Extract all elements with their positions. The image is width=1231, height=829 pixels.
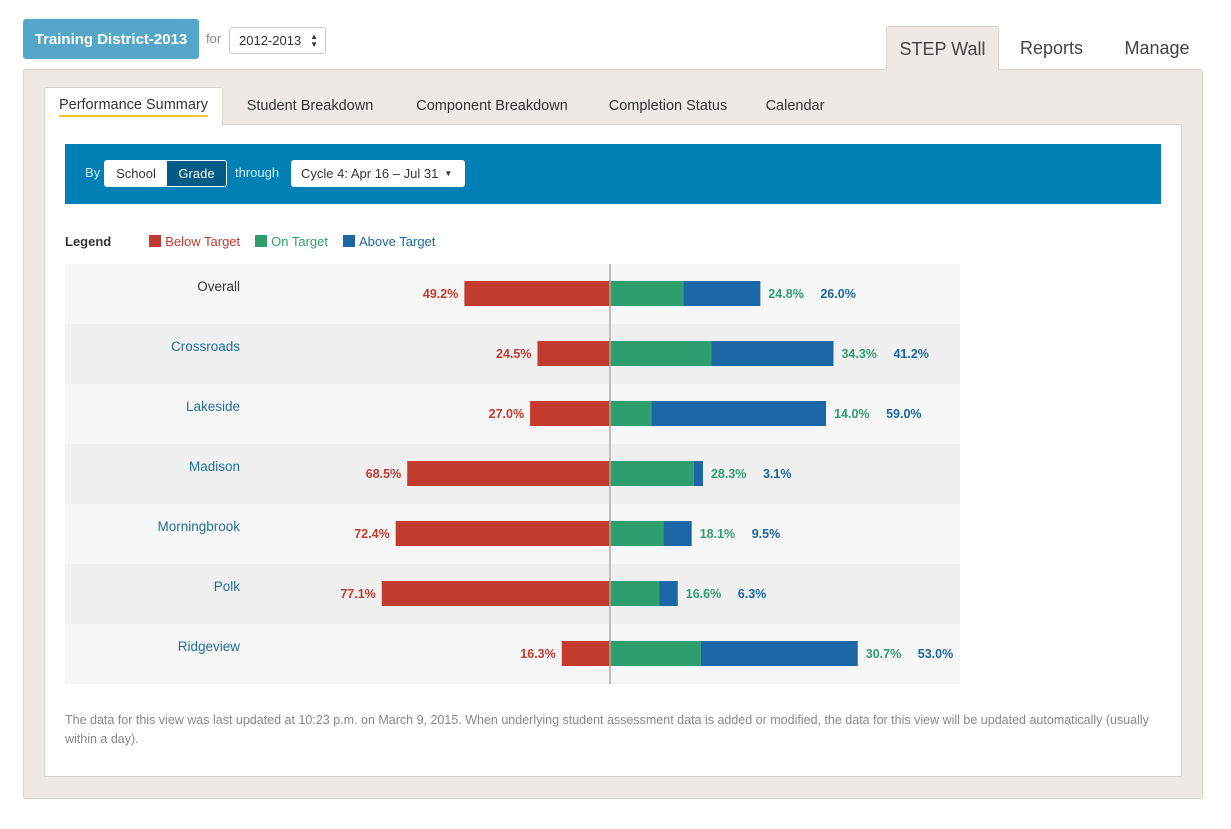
value-label-below-target: 68.5%	[366, 467, 401, 481]
bar-above-target	[693, 461, 703, 486]
value-label-above-target: 3.1%	[763, 467, 792, 481]
value-label-above-target: 53.0%	[918, 647, 953, 661]
bar-above-target	[651, 401, 827, 426]
legend-swatch-green	[255, 235, 268, 247]
value-label-above-target: 41.2%	[893, 347, 928, 361]
group-by-school-button[interactable]: School	[105, 161, 167, 186]
tab-performance-summary[interactable]: Performance Summary	[44, 87, 223, 126]
legend-label: Below Target	[165, 233, 241, 249]
school-link[interactable]: Madison	[189, 459, 240, 474]
legend-title: Legend	[65, 233, 112, 249]
tab-student-breakdown[interactable]: Student Breakdown	[246, 98, 374, 114]
legend: Legend Below Target On Target Above Targ…	[65, 232, 450, 250]
value-label-below-target: 24.5%	[496, 347, 531, 361]
value-label-above-target: 59.0%	[886, 407, 921, 421]
tab-component-breakdown[interactable]: Component Breakdown	[416, 98, 568, 114]
value-label-below-target: 27.0%	[489, 407, 524, 421]
bar-above-target	[711, 341, 834, 366]
bar-on-target	[610, 581, 660, 606]
bar-below-target	[407, 461, 610, 486]
bar-above-target	[683, 281, 761, 306]
value-label-above-target: 26.0%	[820, 287, 855, 301]
bar-below-target	[561, 641, 610, 666]
category-label: Overall	[197, 279, 240, 294]
bar-above-target	[700, 641, 858, 666]
value-label-below-target: 72.4%	[354, 527, 389, 541]
tab-calendar[interactable]: Calendar	[765, 98, 825, 114]
last-updated-note: The data for this view was last updated …	[65, 713, 1149, 746]
tab-reports[interactable]: Reports	[1019, 37, 1084, 58]
bar-below-target	[395, 521, 610, 546]
tab-manage[interactable]: Manage	[1124, 37, 1190, 58]
school-year-value: 2012-2013	[239, 33, 302, 48]
bar-on-target	[610, 461, 694, 486]
value-label-above-target: 6.3%	[738, 587, 767, 601]
legend-item-above-target: Above Target	[343, 234, 435, 249]
caret-down-icon: ▼	[444, 169, 453, 178]
bar-below-target	[530, 401, 610, 426]
select-arrows-icon: ▲ ▼	[310, 32, 318, 49]
filter-bar: By School Grade through Cycle 4: Apr 16 …	[65, 144, 1161, 204]
value-label-on-target: 24.8%	[768, 287, 803, 301]
school-link[interactable]: Lakeside	[186, 399, 240, 414]
legend-item-below-target: Below Target	[149, 234, 240, 249]
district-button[interactable]: Training District-2013	[23, 19, 199, 59]
value-label-on-target: 34.3%	[841, 347, 876, 361]
through-label: through	[235, 165, 280, 180]
cycle-select[interactable]: Cycle 4: Apr 16 – Jul 31 ▼	[291, 160, 465, 187]
bar-below-target	[537, 341, 610, 366]
value-label-below-target: 77.1%	[340, 587, 375, 601]
for-label: for	[206, 31, 222, 46]
bar-on-target	[610, 401, 652, 426]
value-label-on-target: 16.6%	[686, 587, 721, 601]
legend-label: On Target	[271, 233, 329, 249]
bar-on-target	[610, 341, 712, 366]
performance-chart: Overall 49.2% 24.8% 26.0% Crossroads 24.5% 34.…	[65, 264, 960, 684]
legend-swatch-red	[149, 235, 162, 247]
value-label-on-target: 30.7%	[866, 647, 901, 661]
legend-label: Above Target	[359, 233, 436, 249]
school-year-select[interactable]: 2012-2013 ▲ ▼	[229, 27, 326, 54]
bar-above-target	[659, 581, 678, 606]
bar-below-target	[381, 581, 610, 606]
tab-completion-status[interactable]: Completion Status	[608, 98, 728, 114]
value-label-on-target: 14.0%	[834, 407, 869, 421]
cycle-value: Cycle 4: Apr 16 – Jul 31	[301, 166, 439, 181]
school-link[interactable]: Ridgeview	[178, 639, 241, 654]
value-label-above-target: 9.5%	[752, 527, 781, 541]
by-label: By	[85, 165, 101, 180]
group-by-toggle: School Grade	[104, 160, 227, 187]
bar-on-target	[610, 281, 684, 306]
value-label-on-target: 28.3%	[711, 467, 746, 481]
tab-step-wall[interactable]: STEP Wall	[886, 26, 999, 71]
bar-on-target	[610, 641, 701, 666]
school-link[interactable]: Crossroads	[171, 339, 240, 354]
value-label-below-target: 16.3%	[520, 647, 555, 661]
school-link[interactable]: Morningbrook	[157, 519, 240, 534]
bar-below-target	[464, 281, 610, 306]
value-label-below-target: 49.2%	[423, 287, 458, 301]
group-by-grade-button[interactable]: Grade	[167, 161, 226, 186]
value-label-on-target: 18.1%	[700, 527, 735, 541]
school-link[interactable]: Polk	[214, 579, 241, 594]
bar-above-target	[663, 521, 692, 546]
legend-item-on-target: On Target	[255, 234, 328, 249]
legend-swatch-blue	[343, 235, 356, 247]
bar-on-target	[610, 521, 664, 546]
